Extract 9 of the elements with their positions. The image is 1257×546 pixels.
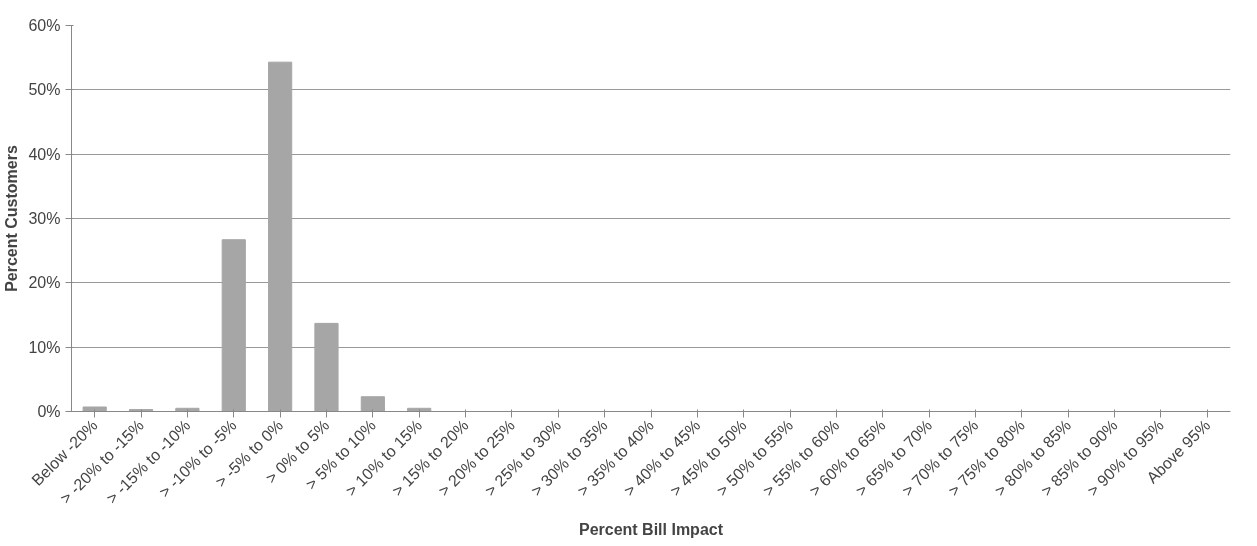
y-tick-label: 30% — [28, 210, 61, 227]
y-tick-label: 40% — [28, 145, 61, 163]
y-tick-label: 10% — [28, 338, 61, 356]
y-tick-label: 0% — [37, 403, 61, 420]
y-tick-label: 20% — [28, 274, 61, 292]
y-tick-label: 60% — [28, 17, 61, 34]
x-axis-title: Percent Bill Impact — [578, 520, 724, 538]
y-axis-title: Percent Customers — [3, 145, 21, 292]
y-tick-label: 50% — [28, 81, 61, 99]
